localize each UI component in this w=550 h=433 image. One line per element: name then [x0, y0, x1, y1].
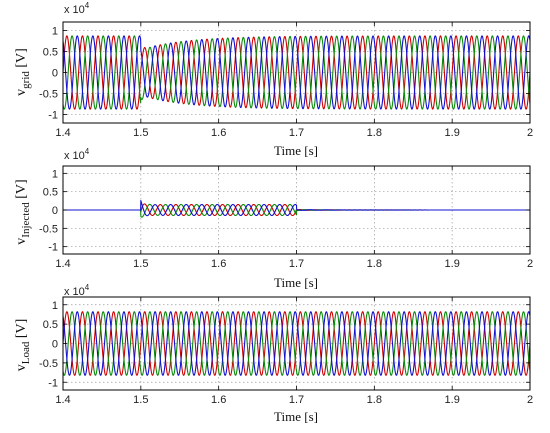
- exponent-label: x 104: [64, 1, 90, 16]
- series-phase-3: [63, 35, 530, 110]
- y-tick-label: -0.5: [39, 358, 58, 370]
- x-tick-label: 2: [527, 394, 533, 406]
- series-phase-2: [63, 35, 530, 110]
- x-tick-label: 1.4: [55, 394, 70, 406]
- x-tick-label: 1.5: [133, 394, 148, 406]
- series-phase-1: [63, 35, 530, 110]
- series-phase-2: [63, 311, 530, 376]
- x-tick-label: 1.4: [55, 258, 70, 270]
- plot-area: [63, 200, 530, 218]
- x-tick-label: 2: [527, 258, 533, 270]
- x-tick-label: 1.9: [445, 127, 460, 139]
- y-tick-label: 0.5: [43, 46, 58, 58]
- y-tick-label: 0.5: [43, 319, 58, 331]
- y-tick-label: -0.5: [39, 89, 58, 101]
- x-axis-label: Time [s]: [274, 409, 318, 424]
- panel-injected-voltage: x 104 vInjected [V] Time [s] 1.4 1.5 1.6 1.…: [14, 147, 533, 290]
- panel-grid-voltage: x 104 vgrid [V] Time [s] 1.4 1.5 1.6 1.7 1.8…: [14, 1, 533, 158]
- y-axis-label: vgrid [V]: [14, 48, 32, 96]
- x-tick-label: 1.6: [211, 258, 226, 270]
- y-tick-label: 0: [52, 339, 58, 351]
- y-tick-label: 0.5: [43, 187, 58, 199]
- x-tick-label: 1.7: [289, 258, 304, 270]
- series-phase-3: [63, 200, 530, 217]
- x-axis-label: Time [s]: [274, 275, 318, 290]
- y-tick-label: 0: [52, 68, 58, 80]
- y-tick-label: -0.5: [39, 223, 58, 235]
- x-tick-label: 1.6: [211, 394, 226, 406]
- y-tick-label: -1: [48, 377, 58, 389]
- y-tick-label: 1: [52, 168, 58, 180]
- series-phase-3: [63, 311, 530, 376]
- y-tick-label: -1: [48, 110, 58, 122]
- y-tick-label: 1: [52, 300, 58, 312]
- x-tick-label: 1.7: [289, 127, 304, 139]
- x-tick-label: 1.5: [133, 127, 148, 139]
- y-tick-label: 1: [52, 25, 58, 37]
- panel-load-voltage: x 104 vLoad [V] Time [s] 1.4 1.5 1.6 1.7 1.8…: [14, 283, 533, 424]
- x-tick-label: 1.6: [211, 127, 226, 139]
- x-tick-label: 1.4: [55, 127, 70, 139]
- x-tick-label: 1.9: [445, 394, 460, 406]
- x-tick-label: 2: [527, 127, 533, 139]
- plot-area: [63, 35, 530, 110]
- exponent-label: x 104: [64, 147, 90, 162]
- x-axis-label: Time [s]: [274, 143, 318, 158]
- x-tick-label: 1.7: [289, 394, 304, 406]
- plot-area: [63, 311, 530, 376]
- x-tick-label: 1.8: [367, 394, 382, 406]
- exponent-label: x 104: [64, 283, 90, 298]
- y-tick-label: 0: [52, 205, 58, 217]
- y-axis-label: vInjected [V]: [14, 179, 32, 244]
- x-tick-label: 1.9: [445, 258, 460, 270]
- x-tick-label: 1.8: [367, 127, 382, 139]
- y-tick-label: -1: [48, 242, 58, 254]
- x-tick-label: 1.8: [367, 258, 382, 270]
- x-tick-label: 1.5: [133, 258, 148, 270]
- y-axis-label: vLoad [V]: [14, 319, 32, 372]
- series-phase-1: [63, 311, 530, 376]
